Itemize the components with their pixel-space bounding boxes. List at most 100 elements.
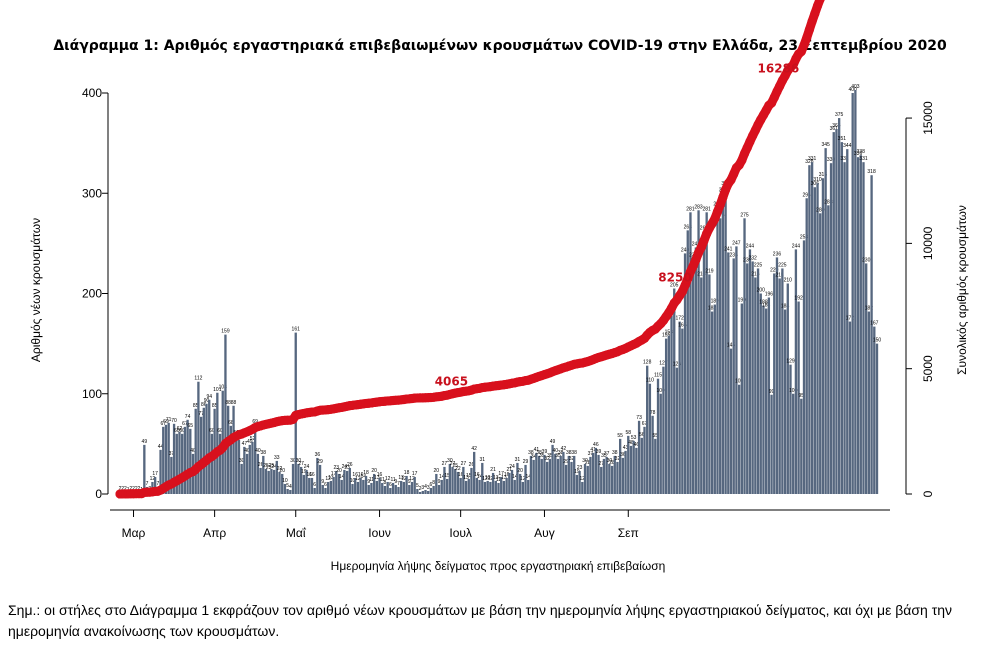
- bar-value-label: 110: [646, 378, 654, 384]
- bar: [837, 118, 841, 494]
- bar: [724, 187, 727, 495]
- bar: [702, 231, 706, 494]
- bar-value-label: 330: [827, 157, 836, 163]
- bar-value-label: 23: [334, 465, 340, 471]
- bar: [502, 480, 506, 494]
- x-tick-label: Απρ: [203, 526, 226, 540]
- bar: [716, 207, 719, 495]
- bar-value-label: 9: [408, 479, 411, 485]
- bar-value-label: 35: [547, 453, 553, 459]
- bar: [237, 439, 241, 494]
- bar: [281, 473, 284, 494]
- cumulative-point: [737, 155, 747, 165]
- bar-value-label: 165: [678, 323, 687, 329]
- bar-value-label: 88: [225, 400, 231, 406]
- bar-value-label: 12: [580, 476, 586, 482]
- bar: [805, 198, 808, 494]
- bar-value-label: 20: [434, 468, 440, 474]
- cumulative-point: [812, 1, 823, 11]
- cumulative-point: [699, 236, 709, 246]
- bar: [694, 247, 698, 494]
- bar: [464, 480, 468, 494]
- bar: [302, 474, 306, 494]
- bar-value-label: 40: [190, 448, 196, 454]
- bar-value-label: 13: [485, 475, 491, 481]
- bar: [448, 463, 451, 494]
- bar-value-label: 23: [266, 465, 272, 471]
- bar: [516, 462, 519, 494]
- bar: [616, 461, 619, 494]
- bar-value-label: 7: [146, 481, 149, 487]
- bar: [183, 426, 187, 494]
- bar: [602, 458, 606, 494]
- bar-value-label: 69: [163, 419, 169, 425]
- bar: [416, 488, 419, 494]
- bar-value-label: 3: [427, 485, 430, 491]
- bar-value-label: 5: [286, 483, 289, 489]
- bar-value-label: 13: [493, 475, 499, 481]
- bar: [391, 482, 395, 494]
- bar: [756, 268, 760, 494]
- bar-value-label: 182: [865, 306, 874, 312]
- bar-value-label: 27: [461, 461, 467, 467]
- bar-value-label: 10: [350, 478, 356, 484]
- bar: [386, 481, 389, 494]
- bar: [783, 309, 787, 494]
- x-tick-label: Ιουν: [368, 526, 391, 540]
- bar: [567, 455, 570, 494]
- bar-value-label: 21: [490, 467, 496, 473]
- bar-value-label: 129: [786, 359, 795, 365]
- bar-value-label: 27: [598, 461, 604, 467]
- bar: [729, 348, 733, 494]
- bar: [551, 444, 554, 494]
- bar: [429, 487, 433, 494]
- y-axis-left-title: Αριθμός νέων κρουσμάτων: [29, 218, 43, 362]
- bar-value-label: 15: [466, 473, 472, 479]
- bar: [578, 470, 581, 494]
- bar-value-label: 16: [377, 472, 383, 478]
- bar: [597, 454, 600, 494]
- bar-value-label: 288: [824, 199, 833, 205]
- y-right-tick-label: 15000: [921, 101, 935, 135]
- bar-value-label: 60: [209, 428, 215, 434]
- bar: [397, 486, 400, 494]
- bar-value-label: 247: [732, 240, 741, 246]
- bar-value-label: 32: [544, 456, 550, 462]
- bar-value-label: 4: [289, 484, 292, 490]
- bar-value-label: 30: [582, 458, 588, 464]
- bar: [762, 305, 765, 494]
- bar: [816, 183, 819, 495]
- bar: [278, 471, 281, 494]
- bar-value-label: 400: [848, 87, 857, 93]
- bar-value-label: 30: [296, 458, 302, 464]
- bar-value-label: 16: [309, 472, 315, 478]
- bar-value-label: 9: [394, 479, 397, 485]
- bar: [383, 485, 387, 494]
- bar-value-label: 73: [636, 415, 642, 421]
- bar: [643, 426, 646, 494]
- bar-value-label: 364: [832, 123, 841, 129]
- bar: [491, 472, 495, 494]
- bar: [251, 441, 254, 494]
- bar: [594, 447, 597, 494]
- cumulative-point: [710, 214, 720, 224]
- bar-value-label: 86: [201, 402, 207, 408]
- bar: [610, 465, 614, 494]
- bar-value-label: 11: [496, 477, 501, 483]
- bar-value-label: 40: [552, 448, 558, 454]
- bar-value-label: 67: [182, 421, 188, 427]
- bar: [289, 489, 292, 494]
- bar: [364, 475, 368, 494]
- bar-value-label: 27: [298, 461, 304, 467]
- bar-value-label: 44: [158, 444, 164, 450]
- bar-value-label: 6: [389, 482, 392, 488]
- bar-value-label: 351: [838, 136, 847, 142]
- bar-value-label: 77: [198, 411, 204, 417]
- bar: [470, 467, 473, 494]
- bar: [394, 484, 397, 494]
- bar: [351, 483, 354, 494]
- bar-value-label: 13: [463, 475, 469, 481]
- bar: [675, 367, 679, 494]
- bar-value-label: 12: [355, 476, 361, 482]
- bar: [427, 490, 430, 494]
